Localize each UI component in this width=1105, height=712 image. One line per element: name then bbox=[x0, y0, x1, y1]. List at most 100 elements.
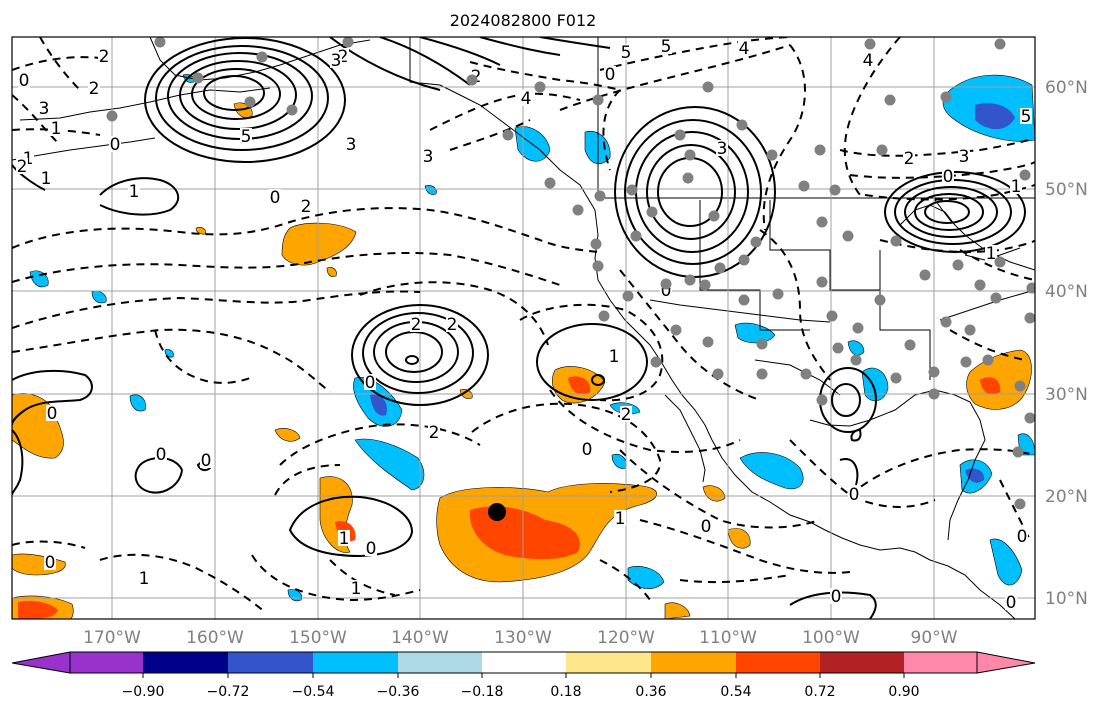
colorbar-segment bbox=[482, 652, 566, 673]
contour-label: 4 bbox=[738, 39, 750, 59]
map-frame bbox=[11, 36, 1036, 620]
contour-label: 2 bbox=[300, 197, 312, 217]
svg-text:1: 1 bbox=[351, 579, 362, 599]
svg-text:2: 2 bbox=[411, 315, 422, 335]
svg-text:2: 2 bbox=[89, 79, 100, 99]
svg-text:4: 4 bbox=[739, 39, 750, 59]
svg-text:0: 0 bbox=[605, 65, 616, 85]
colorbar-extend-min bbox=[11, 651, 71, 674]
contour-label: 5 bbox=[620, 43, 632, 63]
svg-text:5: 5 bbox=[621, 43, 632, 63]
lat-label: 20°N bbox=[1045, 487, 1088, 507]
colorbar-segment bbox=[820, 652, 904, 673]
colorbar-segment bbox=[398, 652, 482, 673]
contour-label: 3 bbox=[716, 139, 728, 159]
contour-label: 1 bbox=[50, 119, 62, 139]
contour-label: 0 bbox=[364, 373, 376, 393]
contour-label: 0 bbox=[1005, 593, 1017, 613]
svg-text:0: 0 bbox=[156, 445, 167, 465]
svg-text:3: 3 bbox=[717, 139, 728, 159]
svg-text:1: 1 bbox=[609, 347, 620, 367]
colorbar-segment bbox=[904, 652, 977, 673]
contour-label: 2 bbox=[16, 157, 28, 177]
svg-text:1: 1 bbox=[51, 119, 62, 139]
lat-label: 40°N bbox=[1045, 282, 1088, 302]
lat-label: 10°N bbox=[1045, 589, 1088, 609]
contour-label: 0 bbox=[700, 517, 712, 537]
contour-label: 0 bbox=[365, 539, 377, 559]
svg-text:0: 0 bbox=[19, 71, 30, 91]
longitude-labels: 170°W 160°W 150°W 140°W 130°W 120°W 110°… bbox=[83, 628, 958, 648]
colorbar-segment bbox=[736, 652, 820, 673]
contour-label: 3 bbox=[422, 147, 434, 167]
colorbar: −0.90 −0.72 −0.54 −0.36 −0.18 0.18 0.36 … bbox=[11, 651, 1036, 700]
svg-text:5: 5 bbox=[241, 127, 252, 147]
contour-label: 3 bbox=[958, 147, 970, 167]
svg-text:1: 1 bbox=[129, 182, 140, 202]
svg-text:2: 2 bbox=[301, 197, 312, 217]
lon-label: 120°W bbox=[597, 628, 655, 648]
colorbar-segment bbox=[651, 652, 736, 673]
svg-text:3: 3 bbox=[346, 135, 357, 155]
svg-text:0: 0 bbox=[201, 451, 212, 471]
colorbar-segment bbox=[70, 652, 143, 673]
svg-text:5: 5 bbox=[1021, 107, 1032, 127]
contour-label: 1 bbox=[350, 579, 362, 599]
svg-text:0: 0 bbox=[943, 167, 954, 187]
svg-text:1: 1 bbox=[339, 529, 350, 549]
svg-text:1: 1 bbox=[139, 569, 150, 589]
colorbar-segment bbox=[143, 652, 228, 673]
svg-text:1: 1 bbox=[1011, 177, 1022, 197]
svg-text:3: 3 bbox=[423, 147, 434, 167]
lon-label: 150°W bbox=[289, 628, 347, 648]
contour-label: 4 bbox=[520, 89, 532, 109]
contour-label: 1 bbox=[138, 569, 150, 589]
contour-label: 1 bbox=[608, 347, 620, 367]
contour-label: 3 bbox=[38, 99, 50, 119]
map-panel: 2 5 0 3 1 5 3 1 2 4 0 3 5 4 0 2 1 0 2 3 … bbox=[12, 37, 1035, 619]
svg-text:3: 3 bbox=[959, 147, 970, 167]
lon-label: 140°W bbox=[391, 628, 449, 648]
lon-label: 170°W bbox=[83, 628, 141, 648]
contour-label: 4 bbox=[862, 51, 874, 71]
contour-label: 0 bbox=[269, 188, 281, 208]
contour-label: 0 bbox=[942, 167, 954, 187]
lat-label: 30°N bbox=[1045, 385, 1088, 405]
contour-label: 2 bbox=[428, 423, 440, 443]
colorbar-tick-label: 0.36 bbox=[635, 684, 666, 700]
svg-text:0: 0 bbox=[45, 553, 56, 573]
contour-label: 2 bbox=[903, 149, 915, 169]
colorbar-tick-label: −0.90 bbox=[122, 684, 165, 700]
contour-label: 0 bbox=[44, 553, 56, 573]
colorbar-frame bbox=[69, 651, 978, 674]
contour-label: 0 bbox=[1016, 527, 1028, 547]
lon-label: 110°W bbox=[699, 628, 757, 648]
svg-text:0: 0 bbox=[831, 587, 842, 607]
contour-label: 2 bbox=[98, 47, 110, 67]
colorbar-tick-label: −0.36 bbox=[377, 684, 420, 700]
svg-text:0: 0 bbox=[366, 539, 377, 559]
map-title: 2024082800 F012 bbox=[450, 11, 597, 30]
storm-center-marker bbox=[488, 503, 506, 521]
svg-text:0: 0 bbox=[582, 440, 593, 460]
svg-text:1: 1 bbox=[615, 509, 626, 529]
contour-label: 0 bbox=[18, 71, 30, 91]
contour-label: 1 bbox=[1010, 177, 1022, 197]
contour-label: 2 bbox=[446, 315, 458, 335]
station-markers bbox=[106, 37, 1035, 510]
contour-label: 5 bbox=[1020, 107, 1032, 127]
contour-label: 0 bbox=[46, 404, 58, 424]
svg-text:2: 2 bbox=[447, 315, 458, 335]
contour-label: 1 bbox=[985, 244, 997, 264]
svg-text:2: 2 bbox=[429, 423, 440, 443]
svg-text:0: 0 bbox=[701, 517, 712, 537]
colorbar-tick-label: 0.90 bbox=[888, 684, 919, 700]
svg-text:5: 5 bbox=[661, 37, 672, 57]
contour-label: 0 bbox=[155, 445, 167, 465]
contour-label: 3 bbox=[345, 135, 357, 155]
lat-label: 60°N bbox=[1045, 78, 1088, 98]
svg-text:2: 2 bbox=[99, 47, 110, 67]
colorbar-ticks bbox=[142, 673, 905, 678]
contour-label: 3 bbox=[330, 51, 342, 71]
